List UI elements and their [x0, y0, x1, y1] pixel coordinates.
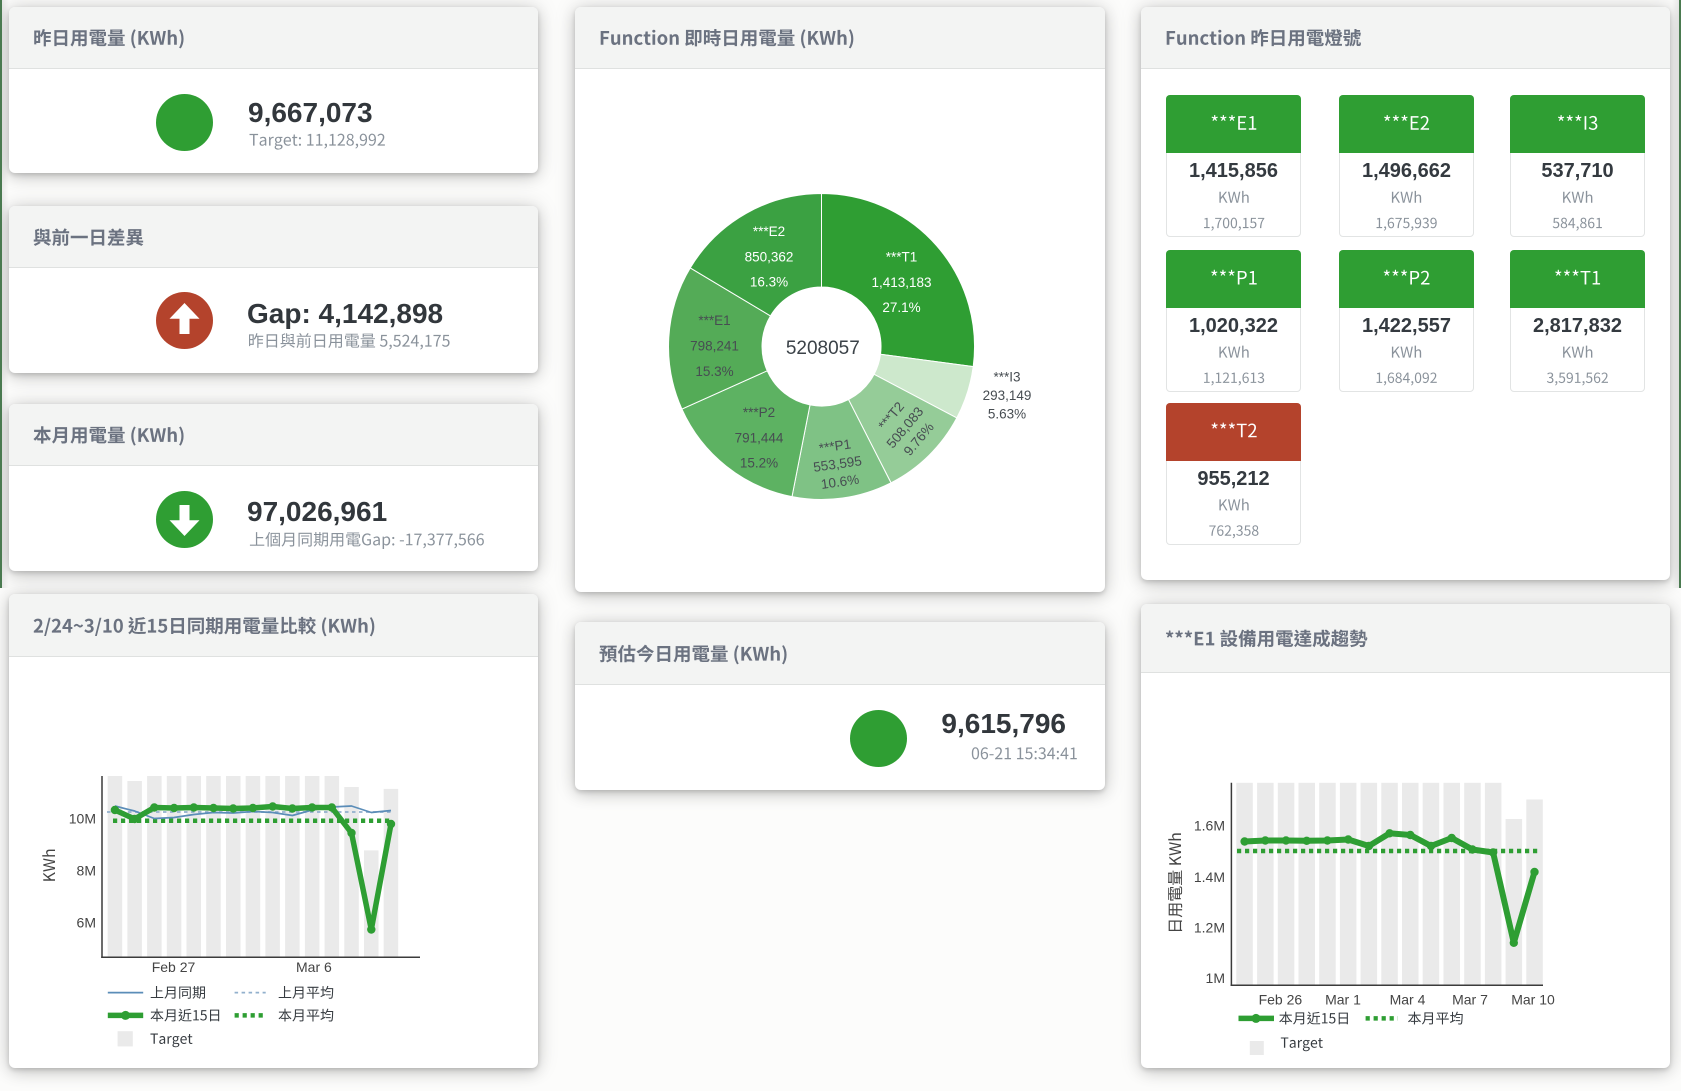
svg-text:Mar 6: Mar 6 [296, 959, 332, 975]
svg-text:15.3%: 15.3% [695, 364, 733, 379]
svg-text:1.4M: 1.4M [1194, 869, 1225, 885]
svg-text:***P2: ***P2 [743, 405, 775, 420]
svg-text:850,362: 850,362 [745, 249, 794, 264]
svg-text:1.6M: 1.6M [1194, 817, 1225, 833]
svg-text:10M: 10M [69, 811, 96, 827]
svg-text:5208057: 5208057 [786, 338, 860, 359]
svg-text:1.2M: 1.2M [1194, 920, 1225, 936]
svg-text:Mar 1: Mar 1 [1325, 992, 1361, 1008]
svg-text:Mar 4: Mar 4 [1390, 992, 1426, 1008]
svg-text:6M: 6M [77, 915, 96, 931]
svg-text:10.6%: 10.6% [820, 472, 860, 492]
svg-text:15.2%: 15.2% [740, 456, 778, 471]
svg-text:***I3: ***I3 [993, 370, 1020, 385]
svg-text:293,149: 293,149 [983, 388, 1032, 403]
svg-text:***T1: ***T1 [886, 250, 918, 265]
svg-text:5.63%: 5.63% [988, 407, 1026, 422]
svg-text:27.1%: 27.1% [882, 300, 920, 315]
svg-text:553,595: 553,595 [812, 453, 862, 475]
svg-text:Mar 7: Mar 7 [1452, 992, 1488, 1008]
svg-text:798,241: 798,241 [690, 339, 739, 354]
svg-text:1M: 1M [1206, 970, 1225, 986]
svg-text:***E2: ***E2 [753, 224, 785, 239]
svg-text:8M: 8M [77, 863, 96, 879]
svg-text:791,444: 791,444 [735, 430, 784, 445]
svg-text:Mar 10: Mar 10 [1511, 992, 1555, 1008]
svg-text:1,413,183: 1,413,183 [871, 275, 931, 290]
svg-text:***E1: ***E1 [698, 313, 730, 328]
svg-text:Feb 27: Feb 27 [152, 959, 196, 975]
svg-text:16.3%: 16.3% [750, 275, 788, 290]
svg-text:***P1: ***P1 [818, 437, 852, 456]
svg-text:Feb 26: Feb 26 [1259, 992, 1303, 1008]
